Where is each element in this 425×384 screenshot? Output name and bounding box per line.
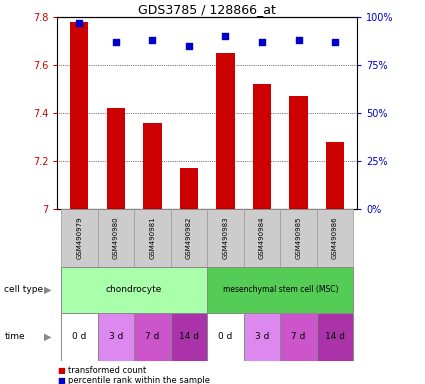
Text: 3 d: 3 d [255,333,269,341]
Text: ▶: ▶ [44,285,51,295]
Bar [317,313,353,361]
Bar [253,84,271,209]
Point [186,43,193,49]
Bar [61,267,207,313]
Text: cell type: cell type [4,285,43,295]
Text: GSM490979: GSM490979 [76,217,82,260]
Bar [171,313,207,361]
Text: GSM490986: GSM490986 [332,217,338,260]
Bar [107,109,125,209]
Bar [326,142,344,209]
Text: GSM490985: GSM490985 [295,217,301,259]
Text: GSM490984: GSM490984 [259,217,265,259]
Text: GSM490980: GSM490980 [113,217,119,260]
Text: 0 d: 0 d [72,333,86,341]
Text: GSM490983: GSM490983 [222,217,229,260]
Bar [207,267,353,313]
Bar [180,169,198,209]
Bar [289,96,308,209]
Point [76,20,83,26]
Point [149,37,156,43]
Text: percentile rank within the sample: percentile rank within the sample [68,376,210,384]
Bar [244,313,280,361]
Point [113,39,119,45]
Text: ■: ■ [57,376,65,384]
Point [222,33,229,40]
Bar [61,209,98,267]
Bar [280,313,317,361]
Text: ■: ■ [57,366,65,376]
Bar [216,53,235,209]
Text: mesenchymal stem cell (MSC): mesenchymal stem cell (MSC) [223,285,338,295]
Text: 0 d: 0 d [218,333,232,341]
Bar [244,209,280,267]
Bar [207,209,244,267]
Point [295,37,302,43]
Bar [317,209,353,267]
Bar [70,22,88,209]
Text: 3 d: 3 d [109,333,123,341]
Point [332,39,338,45]
Bar [171,209,207,267]
Bar [207,313,244,361]
Title: GDS3785 / 128866_at: GDS3785 / 128866_at [138,3,276,16]
Bar [143,123,162,209]
Text: GSM490981: GSM490981 [149,217,156,260]
Bar [98,209,134,267]
Text: ▶: ▶ [44,332,51,342]
Bar [134,209,171,267]
Text: chondrocyte: chondrocyte [106,285,162,295]
Text: transformed count: transformed count [68,366,146,376]
Text: 14 d: 14 d [325,333,345,341]
Bar [61,313,98,361]
Text: 14 d: 14 d [179,333,199,341]
Bar [134,313,171,361]
Bar [280,209,317,267]
Text: GSM490982: GSM490982 [186,217,192,259]
Text: 7 d: 7 d [145,333,159,341]
Bar [98,313,134,361]
Point [258,39,265,45]
Text: 7 d: 7 d [292,333,306,341]
Text: time: time [4,333,25,341]
